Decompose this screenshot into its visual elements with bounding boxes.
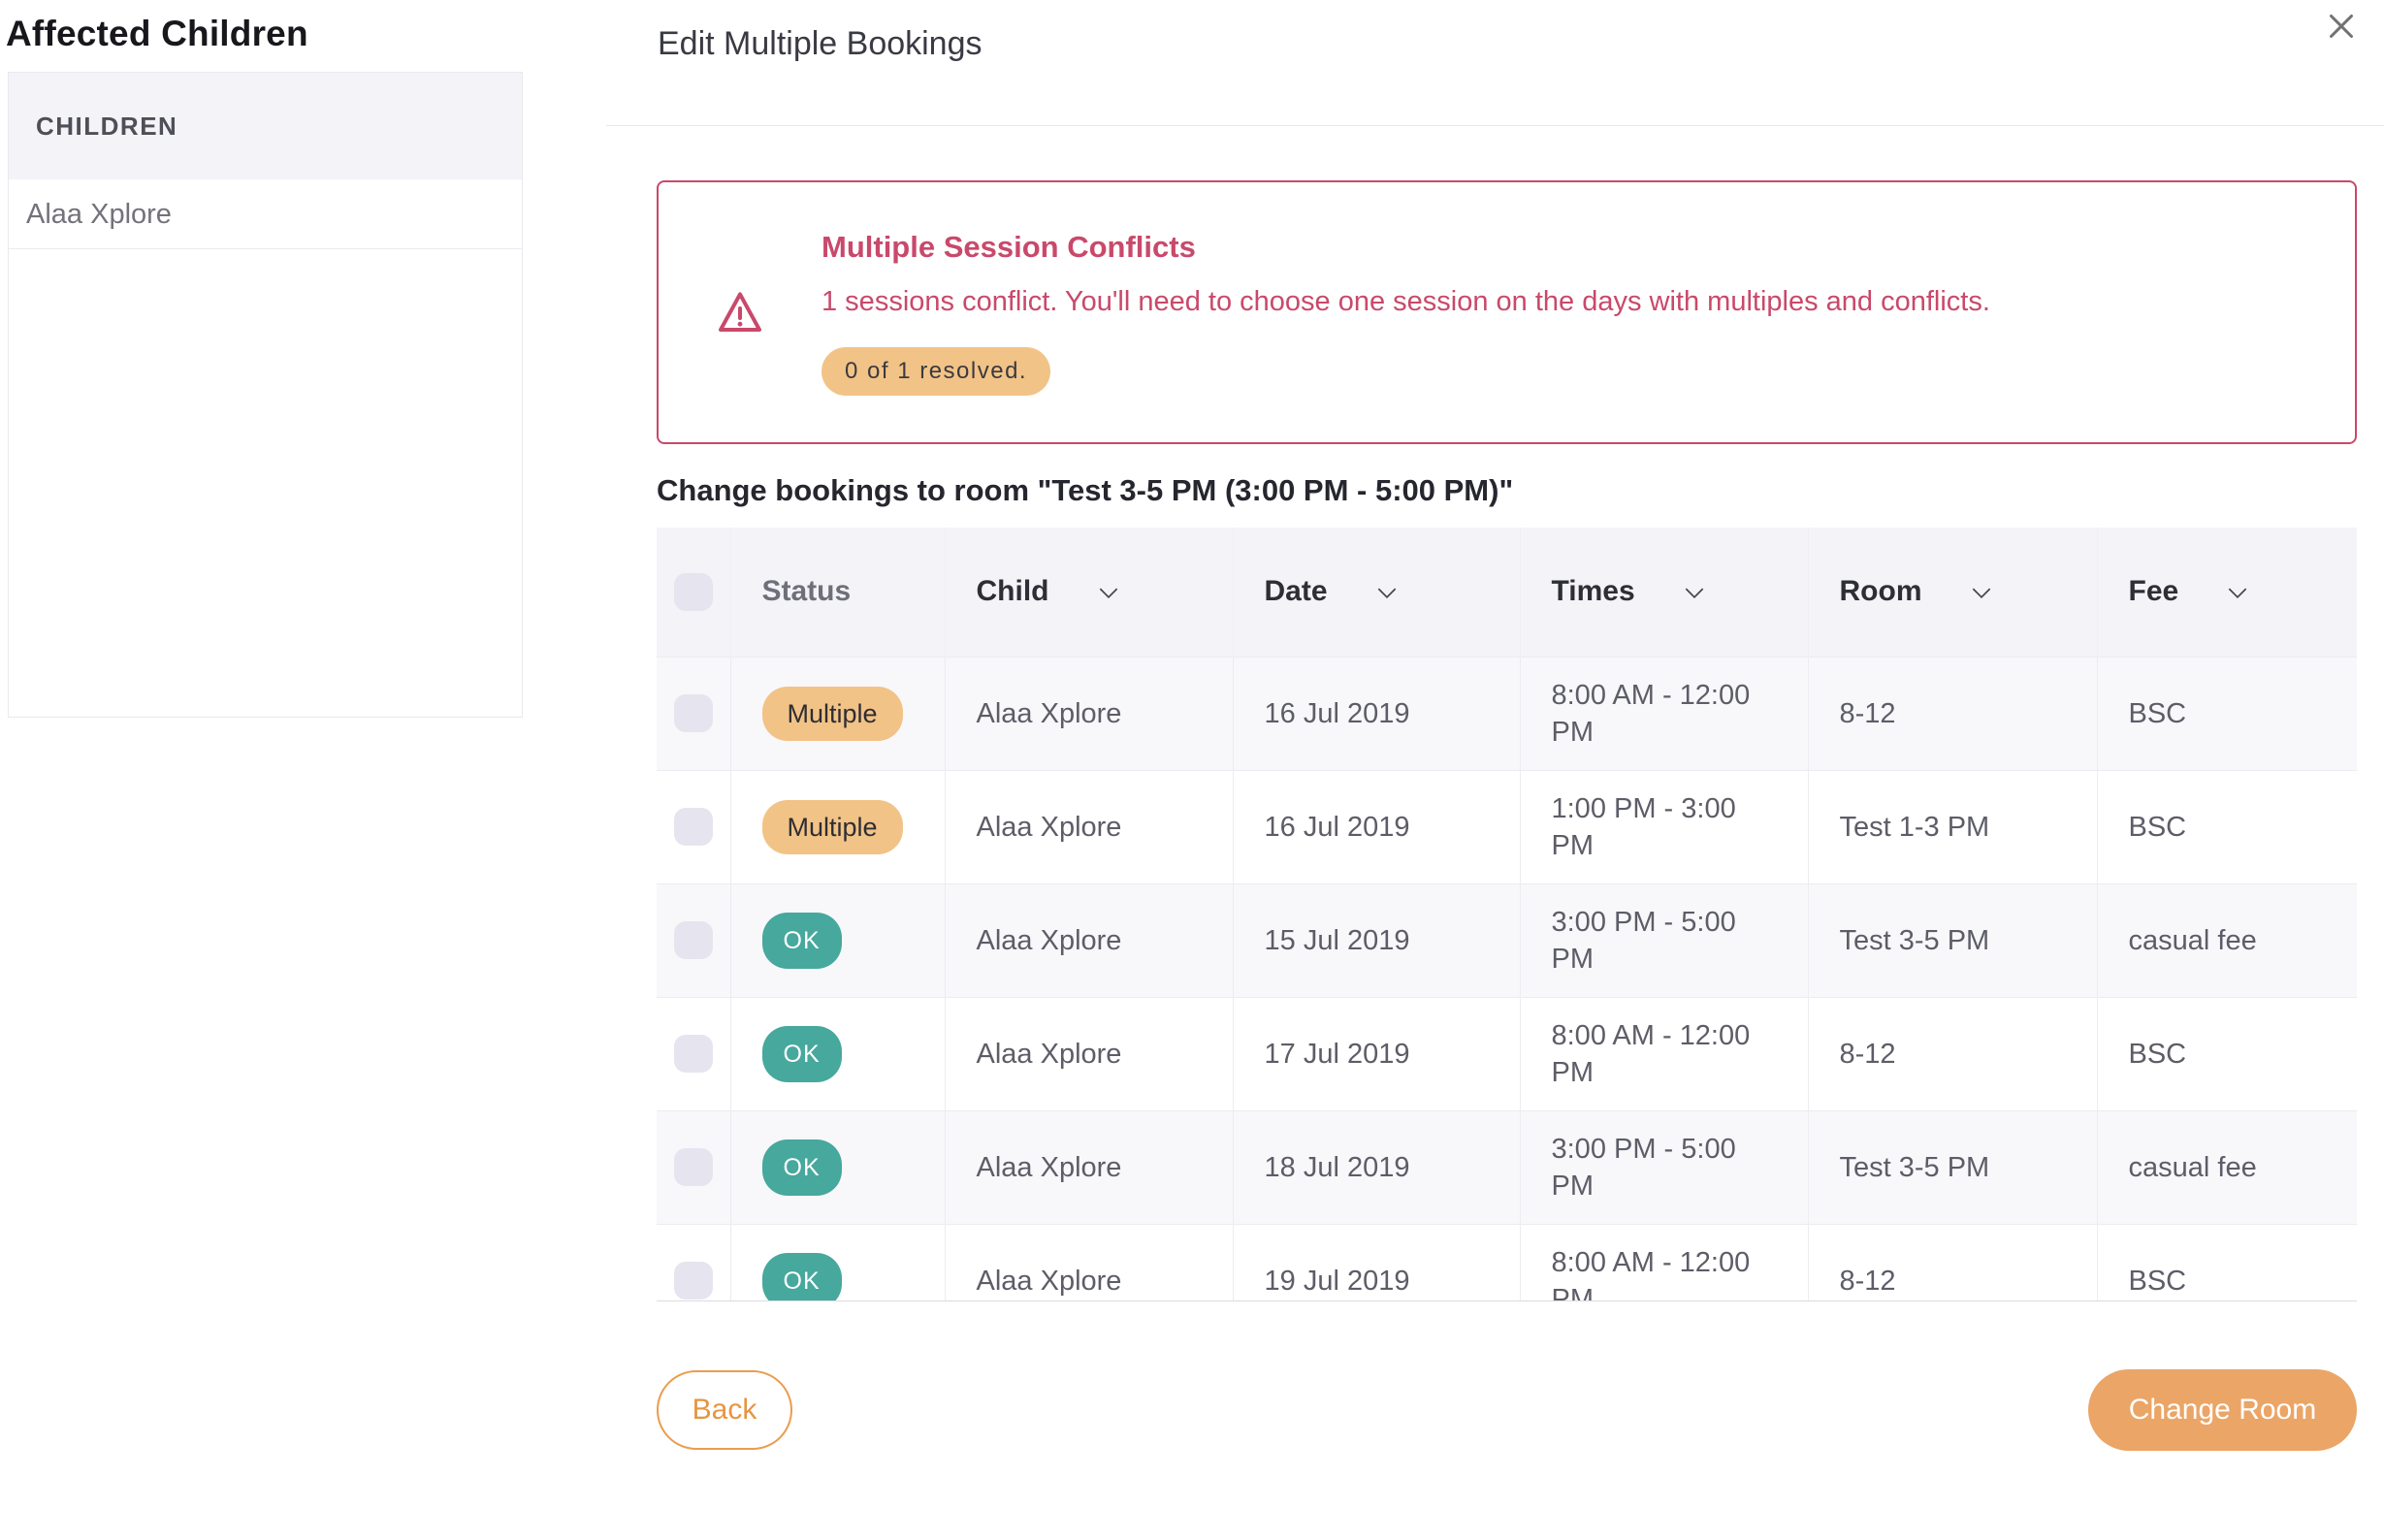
select-all-checkbox[interactable] [673,572,713,611]
row-checkbox[interactable] [673,921,713,960]
cell-fee: casual fee [2097,1109,2357,1224]
cell-checkbox [657,882,731,997]
children-panel: CHILDREN Alaa Xplore [8,72,523,718]
cell-status: Multiple [730,656,946,770]
cell-room: Test 3-5 PM [1808,882,2098,997]
column-header-date[interactable]: Date [1233,528,1521,657]
resolved-count-badge: 0 of 1 resolved. [822,346,1051,396]
row-checkbox[interactable] [673,808,713,847]
header-checkbox-cell [657,528,731,657]
header-divider [606,125,2384,126]
change-room-button[interactable]: Change Room [2088,1369,2357,1451]
status-badge: Multiple [761,686,903,741]
sort-chevron-icon[interactable] [1971,587,1992,599]
cell-times: 8:00 AM - 12:00 PM [1520,996,1809,1110]
cell-status: Multiple [730,769,946,883]
children-list-header: CHILDREN [9,73,522,179]
close-button[interactable] [2322,8,2361,47]
cell-status: OK [730,882,946,997]
cell-date: 16 Jul 2019 [1233,656,1521,770]
cell-checkbox [657,996,731,1110]
cell-checkbox [657,1223,731,1300]
cell-fee: casual fee [2097,882,2357,997]
cell-date: 16 Jul 2019 [1233,769,1521,883]
affected-children-title: Affected Children [6,14,308,53]
booking-row: OK Alaa Xplore 19 Jul 2019 8:00 AM - 12:… [657,1223,2357,1300]
modal-footer: Back Change Room [657,1369,2357,1451]
cell-times: 1:00 PM - 3:00 PM [1520,769,1809,883]
column-header-room[interactable]: Room [1808,528,2098,657]
warning-message: 1 sessions conflict. You'll need to choo… [822,285,1990,317]
cell-date: 19 Jul 2019 [1233,1223,1521,1300]
warning-title: Multiple Session Conflicts [822,229,1196,264]
column-header-child[interactable]: Child [945,528,1234,657]
conflict-warning-box: Multiple Session Conflicts 1 sessions co… [657,180,2357,444]
warning-triangle-icon [719,292,761,332]
booking-row: OK Alaa Xplore 15 Jul 2019 3:00 PM - 5:0… [657,882,2357,997]
cell-times: 3:00 PM - 5:00 PM [1520,1109,1809,1224]
sort-chevron-icon[interactable] [1098,587,1119,599]
status-badge: OK [761,1139,842,1196]
row-checkbox[interactable] [673,1035,713,1074]
cell-room: 8-12 [1808,1223,2098,1300]
status-badge: Multiple [761,799,903,854]
cell-child: Alaa Xplore [945,1109,1234,1224]
cell-checkbox [657,769,731,883]
modal-content: Multiple Session Conflicts 1 sessions co… [657,180,2357,1451]
cell-fee: BSC [2097,996,2357,1110]
cell-times: 8:00 AM - 12:00 PM [1520,656,1809,770]
status-badge: OK [761,1025,842,1082]
cell-child: Alaa Xplore [945,656,1234,770]
cell-status: OK [730,1223,946,1300]
column-header-status: Status [730,528,946,657]
cell-fee: BSC [2097,1223,2357,1300]
bookings-table-container: Status Child Date Times Room F [657,528,2357,1301]
child-list-item[interactable]: Alaa Xplore [9,179,522,249]
row-checkbox[interactable] [673,1148,713,1187]
cell-status: OK [730,996,946,1110]
bookings-table: Status Child Date Times Room F [657,528,2357,1300]
status-badge: OK [761,1252,842,1300]
modal-title: Edit Multiple Bookings [658,25,983,62]
close-icon [2330,14,2353,38]
cell-child: Alaa Xplore [945,882,1234,997]
cell-room: 8-12 [1808,656,2098,770]
cell-times: 8:00 AM - 12:00 PM [1520,1223,1809,1300]
cell-date: 17 Jul 2019 [1233,996,1521,1110]
cell-fee: BSC [2097,656,2357,770]
booking-row: Multiple Alaa Xplore 16 Jul 2019 1:00 PM… [657,769,2357,883]
sort-chevron-icon[interactable] [1376,587,1398,599]
table-header-row: Status Child Date Times Room F [657,528,2357,657]
row-checkbox[interactable] [673,1262,713,1300]
cell-date: 15 Jul 2019 [1233,882,1521,997]
row-checkbox[interactable] [673,694,713,733]
cell-date: 18 Jul 2019 [1233,1109,1521,1224]
booking-row: OK Alaa Xplore 17 Jul 2019 8:00 AM - 12:… [657,996,2357,1110]
children-list: Alaa Xplore [9,179,522,249]
booking-row: OK Alaa Xplore 18 Jul 2019 3:00 PM - 5:0… [657,1109,2357,1224]
sort-chevron-icon[interactable] [1684,587,1705,599]
cell-room: Test 3-5 PM [1808,1109,2098,1224]
cell-child: Alaa Xplore [945,769,1234,883]
status-badge: OK [761,912,842,969]
cell-fee: BSC [2097,769,2357,883]
cell-status: OK [730,1109,946,1224]
cell-child: Alaa Xplore [945,1223,1234,1300]
column-header-times[interactable]: Times [1520,528,1809,657]
cell-checkbox [657,1109,731,1224]
column-header-fee[interactable]: Fee [2097,528,2357,657]
cell-child: Alaa Xplore [945,996,1234,1110]
cell-checkbox [657,656,731,770]
change-room-heading: Change bookings to room "Test 3-5 PM (3:… [657,473,1514,507]
back-button[interactable]: Back [657,1370,792,1450]
cell-room: Test 1-3 PM [1808,769,2098,883]
cell-room: 8-12 [1808,996,2098,1110]
sort-chevron-icon[interactable] [2227,587,2248,599]
booking-row: Multiple Alaa Xplore 16 Jul 2019 8:00 AM… [657,656,2357,770]
cell-times: 3:00 PM - 5:00 PM [1520,882,1809,997]
